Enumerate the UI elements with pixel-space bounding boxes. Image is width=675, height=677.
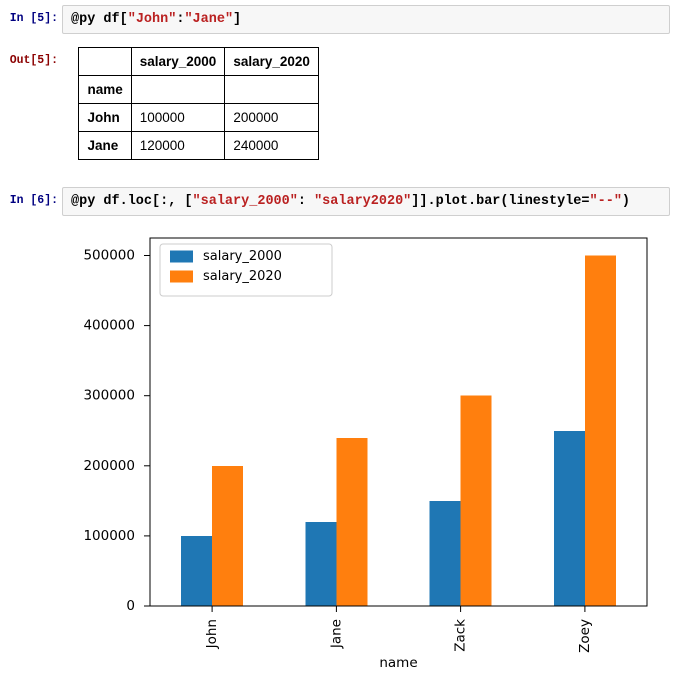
table-cell: 100000 [130, 103, 226, 132]
input-prompt: In [6]: [9, 194, 58, 207]
bar-salary_2020-Zack [460, 395, 492, 606]
bar-salary_2020-Zoey [584, 255, 616, 606]
code-input-area[interactable]: @py df["John":"Jane"] [62, 5, 670, 34]
code-input-area[interactable]: @py df.loc[:, ["salary_2000": "salary202… [62, 187, 670, 216]
code-token: @py df[ [71, 12, 128, 27]
code-token: : [297, 194, 315, 209]
x-tick-label: John [204, 619, 220, 649]
legend-label: salary_2020 [203, 269, 282, 284]
bar-salary_2000-Jane [305, 521, 337, 606]
x-tick-label: Zack [453, 619, 469, 652]
code-token: ] [233, 12, 242, 27]
table-empty-cell [130, 75, 226, 104]
output-prompt: Out[5]: [9, 54, 58, 67]
table-column-header: salary_2000 [130, 47, 226, 76]
table-cell: 200000 [224, 103, 319, 132]
code-cell-in5: In [5]: @py df["John":"Jane"] [0, 5, 675, 34]
bar-chart-figure: 0 100000 200000 300000 400000 500000 John Jane Z… [62, 227, 675, 675]
legend-box [159, 243, 333, 297]
x-axis-label: name [379, 655, 417, 671]
plot-border [149, 237, 648, 607]
code-token-string: "--" [589, 194, 622, 209]
table-header-row: salary_2000 salary_2020 [74, 47, 319, 76]
code-token: ]].plot.bar(linestyle= [411, 194, 590, 209]
bar-salary_2000-John [181, 535, 213, 606]
table-empty-cell [224, 75, 319, 104]
legend-label: salary_2000 [203, 249, 282, 264]
table-row-index: John [78, 103, 132, 132]
table-cell: 240000 [224, 131, 319, 160]
table-index-name: name [78, 75, 132, 104]
code-token-string: "salary_2000" [192, 194, 298, 209]
code-line: @py df.loc[:, ["salary_2000": "salary202… [71, 194, 630, 209]
table-cell: 120000 [130, 131, 226, 160]
bar-chart: 0 100000 200000 300000 400000 500000 John Jane Z… [83, 237, 648, 671]
y-tick-label: 400000 [83, 318, 135, 334]
table-row: John 100000 200000 [74, 103, 319, 132]
x-tick-label: Jane [328, 619, 344, 649]
code-token: ) [621, 194, 631, 209]
code-token-string: "salary2020" [314, 194, 412, 209]
y-tick-label: 300000 [83, 388, 135, 404]
table-row: Jane 120000 240000 [74, 131, 319, 160]
x-tick-label: Zoey [577, 619, 593, 653]
table-corner-cell [78, 47, 132, 76]
output-area: salary_2000 salary_2020 name John 100000 20… [58, 47, 319, 160]
code-token-string: "John" [127, 12, 177, 27]
bar-salary_2000-Zack [429, 500, 461, 606]
input-prompt: In [5]: [9, 12, 58, 25]
dataframe-table: salary_2000 salary_2020 name John 100000 20… [74, 47, 319, 160]
code-token: : [176, 12, 185, 27]
code-line: @py df["John":"Jane"] [71, 12, 241, 27]
y-tick-label: 100000 [83, 528, 135, 544]
code-cell-in6: In [6]: @py df.loc[:, ["salary_2000": "s… [0, 187, 675, 216]
table-index-name-row: name [74, 75, 319, 104]
code-token: @py df.loc[:, [ [71, 194, 193, 209]
bar-salary_2000-Zoey [553, 430, 585, 606]
bar-salary_2020-John [212, 465, 244, 606]
code-token-string: "Jane" [184, 12, 234, 27]
legend-swatch-salary_2020 [170, 270, 193, 283]
y-tick-label: 200000 [83, 458, 135, 474]
legend-swatch-salary_2000 [170, 250, 193, 263]
y-tick-label: 500000 [83, 248, 135, 264]
output-cell-out5: Out[5]: salary_2000 salary_2020 name John… [0, 47, 675, 160]
table-column-header: salary_2020 [224, 47, 319, 76]
table-row-index: Jane [78, 131, 132, 160]
bar-salary_2020-Jane [336, 437, 368, 606]
y-tick-label: 0 [126, 598, 135, 614]
